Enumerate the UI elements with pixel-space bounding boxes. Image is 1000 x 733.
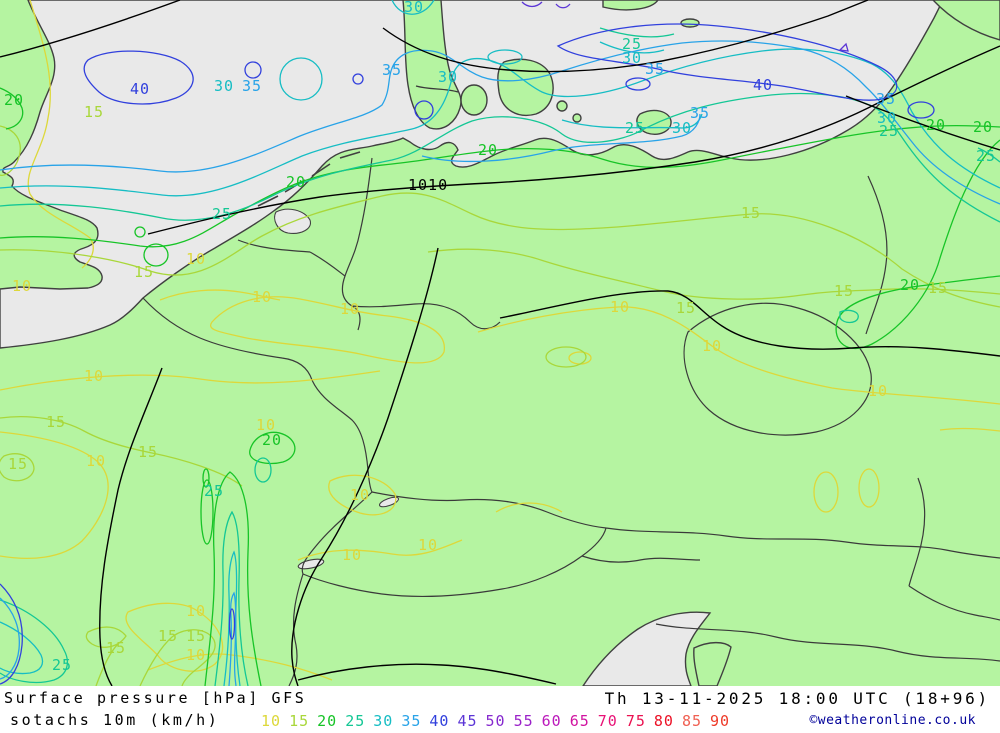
legend-value-30: 30 <box>373 712 394 730</box>
lake-constance <box>378 496 400 508</box>
legend-value-25: 25 <box>345 712 366 730</box>
isotach-subtitle: sotachs 10m (km/h) <box>10 711 220 729</box>
legend-value-35: 35 <box>401 712 422 730</box>
legend-value-15: 15 <box>289 712 310 730</box>
map-canvas <box>0 0 1000 686</box>
pressure-isobars <box>0 0 1000 686</box>
isotach-15-contours <box>0 125 1000 686</box>
island-small-1 <box>556 100 568 112</box>
isotach-10-contours <box>0 0 1000 681</box>
sea-adriatic <box>582 611 712 686</box>
lake-geneva <box>297 558 325 570</box>
legend-value-80: 80 <box>653 712 674 730</box>
valid-time: Th 13-11-2025 18:00 UTC (18+96) <box>604 689 990 708</box>
copyright-link[interactable]: ©weatheronline.co.uk <box>809 713 976 728</box>
isotach-40-contours <box>0 23 935 685</box>
legend-value-60: 60 <box>541 712 562 730</box>
weather-map: 20 15 40 30 35 30 35 30 25 30 35 40 25 30 35 35 30 25 20 20… <box>0 0 1000 686</box>
legend-value-20: 20 <box>317 712 338 730</box>
isotach-25-contours <box>0 27 1000 686</box>
legend-value-45: 45 <box>457 712 478 730</box>
sweden-tip <box>602 0 659 11</box>
legend-value-10: 10 <box>261 712 282 730</box>
island-small-2 <box>572 113 582 123</box>
legend-value-75: 75 <box>625 712 646 730</box>
isotach-color-legend: 10 15 20 25 30 35 40 45 50 55 60 65 70 75 80 85 90 <box>261 712 738 730</box>
legend-value-90: 90 <box>710 712 731 730</box>
legend-value-40: 40 <box>429 712 450 730</box>
legend-value-70: 70 <box>597 712 618 730</box>
ruegen-island <box>636 109 672 135</box>
isotach-45-contours <box>521 1 849 52</box>
footer-bar: Surface pressure [hPa] GFS Th 13-11-2025… <box>0 686 1000 733</box>
legend-value-50: 50 <box>485 712 506 730</box>
legend-value-55: 55 <box>513 712 534 730</box>
funen-island <box>460 84 488 116</box>
country-borders <box>142 85 1000 686</box>
parameter-title: Surface pressure [hPa] GFS <box>4 689 307 707</box>
legend-value-65: 65 <box>569 712 590 730</box>
bornholm-island <box>680 18 700 28</box>
istria-peninsula <box>693 641 732 686</box>
legend-value-85: 85 <box>681 712 702 730</box>
